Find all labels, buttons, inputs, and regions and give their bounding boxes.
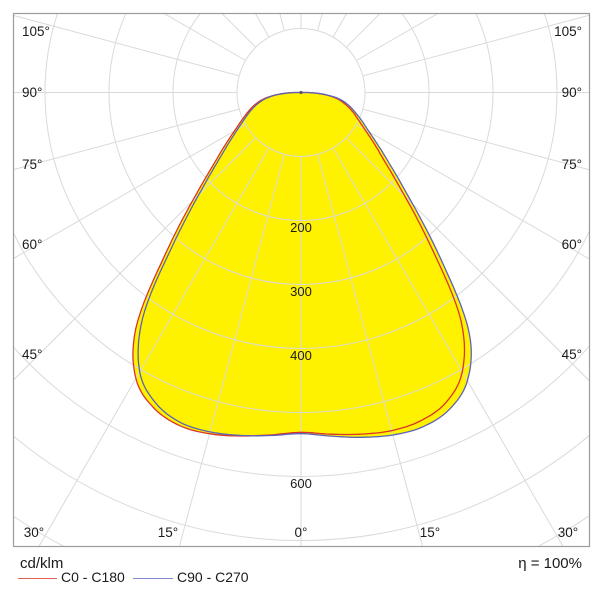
ring-label-400: 400 [290,348,312,363]
grid-ray-165 [317,13,323,31]
ring-label-600: 600 [290,476,312,491]
unit-label: cd/klm [20,555,64,572]
angle-label-right-105°: 105° [554,24,582,39]
angle-label-left-75°: 75° [22,157,42,172]
curve-c90-c270 [137,91,472,438]
angle-label-left-60°: 60° [22,237,42,252]
legend-label-c90-c270: C90 - C270 [177,569,249,585]
grid-ray-315 [13,137,257,381]
grid-ray-285 [13,108,240,171]
angle-label-right-75°: 75° [562,157,582,172]
angle-label-bottom-4: 30° [558,525,578,540]
plot-frame [12,12,591,548]
grid-ray-75 [362,108,590,171]
grid-ray-15 [317,154,424,547]
angle-label-right-60°: 60° [562,237,582,252]
efficiency-label: η = 100% [518,555,582,572]
grid-ray-345 [178,154,285,547]
angle-label-right-45°: 45° [562,347,582,362]
center-point [299,90,303,95]
angle-label-right-90°: 90° [562,85,582,100]
angle-label-left-45°: 45° [22,347,42,362]
grid-ray-240 [163,13,246,61]
grid-ray-60 [356,124,590,260]
c0-c180-line-swatch [18,578,57,579]
angle-label-bottom-3: 15° [420,525,440,540]
grid-ray-195 [279,13,285,31]
angle-label-bottom-0: 30° [24,525,44,540]
grid-ray-120 [356,13,439,61]
angle-label-left-105°: 105° [22,24,50,39]
angle-label-bottom-1: 15° [158,525,178,540]
grid-ray-255 [13,14,240,77]
curve-c0-c180 [132,91,466,437]
intensity-fill-c90-c270 [138,92,472,438]
grid-ray-150 [332,13,348,38]
legend-label-c0-c180: C0 - C180 [61,569,125,585]
angle-label-left-90°: 90° [22,85,42,100]
angle-label-bottom-2: 0° [295,525,308,540]
ring-label-200: 200 [290,220,312,235]
c90-c270-line-swatch [133,578,173,579]
grid-ray-45 [345,137,590,382]
grid-ray-300 [13,124,246,260]
ring-label-300: 300 [290,284,312,299]
grid-ray-105 [362,14,590,77]
